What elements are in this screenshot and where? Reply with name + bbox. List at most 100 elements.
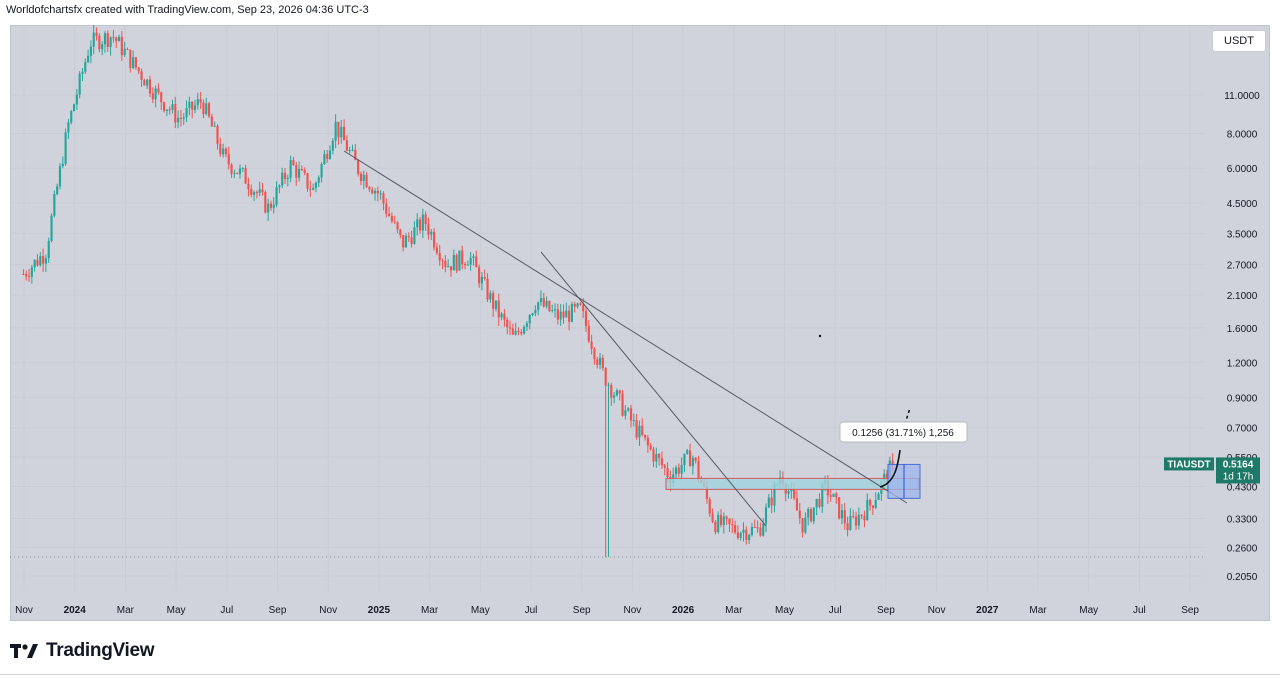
candle-body [157, 88, 160, 93]
candle-body [213, 125, 216, 127]
candle-body [852, 515, 855, 517]
candle-body [393, 221, 396, 223]
x-tick-label: May [775, 605, 794, 616]
candle-body [117, 36, 121, 42]
candle-body [750, 527, 754, 535]
y-tick-label: 2.7000 [1227, 261, 1258, 272]
candle-body [722, 516, 725, 526]
candle-body [81, 71, 84, 74]
candle-body [219, 143, 222, 155]
candle-body [494, 300, 498, 309]
candle-body [480, 276, 483, 284]
candle-body [151, 93, 154, 100]
candle-body [531, 313, 534, 315]
candle-body [666, 467, 669, 478]
x-tick-label: 2025 [368, 605, 391, 616]
x-tick-label: Sep [877, 605, 895, 616]
candle-body [47, 240, 50, 259]
candle-body [463, 264, 467, 266]
candle-body [452, 255, 455, 271]
candle-body [123, 48, 126, 56]
candle-body [354, 149, 357, 161]
candle-body [236, 172, 239, 174]
candle-body [298, 169, 301, 178]
candle-body [36, 259, 39, 266]
symbol-tag-name-bg [1164, 457, 1214, 471]
price-chart[interactable]: 11.0000 8.0000 6.0000 4.5000 3.5000 2.7000 2.1… [10, 25, 1270, 621]
x-tick-label: Mar [421, 605, 439, 616]
candle-body [162, 102, 166, 111]
stray-dot [818, 334, 822, 338]
candle-body [857, 514, 860, 526]
x-tick-label: Nov [928, 605, 946, 616]
candle-body [545, 300, 548, 307]
candle-body [278, 185, 281, 188]
candle-body [455, 255, 458, 271]
candle-body [39, 256, 42, 266]
projection-dash [902, 407, 911, 431]
x-tick-label: 2024 [64, 605, 87, 616]
candle-body [267, 203, 270, 213]
candle-body [64, 132, 67, 164]
candle-body [255, 192, 258, 194]
candle-body [72, 104, 76, 112]
y-tick-label: 4.5000 [1227, 199, 1258, 210]
candle-body [272, 204, 275, 209]
candle-body [587, 326, 590, 342]
x-tick-label: Sep [1181, 605, 1199, 616]
candle-body [840, 510, 844, 519]
candle-body [182, 117, 185, 119]
price-tag-value: 0.5164 [1223, 459, 1254, 470]
trendline-long[interactable] [343, 150, 908, 504]
candle-body [767, 497, 770, 508]
measure-label-box [839, 421, 968, 443]
candle-body [438, 253, 441, 261]
candle-body [570, 303, 573, 322]
candle-body [292, 160, 295, 166]
candle-body [404, 235, 408, 248]
y-tick-label: 0.2050 [1227, 572, 1258, 583]
candle-body [717, 515, 720, 533]
candle-body [812, 507, 815, 522]
candle-body [854, 516, 858, 526]
candle-body [50, 215, 53, 241]
candle-body [410, 237, 413, 244]
support-zone[interactable] [665, 477, 920, 490]
candle-body [846, 523, 849, 531]
candle-body [303, 170, 306, 174]
candle-body [573, 303, 576, 307]
y-tick-label: 1.6000 [1227, 324, 1258, 335]
candle-body [44, 258, 47, 264]
candle-body [199, 99, 202, 103]
candle-body [75, 94, 78, 105]
candle-body [883, 473, 886, 482]
tradingview-logo[interactable]: TradingView [10, 640, 155, 662]
candle-body [365, 174, 368, 188]
candle-body [829, 495, 832, 497]
candle-body [714, 521, 717, 533]
currency-button[interactable]: USDT [1212, 30, 1266, 52]
x-tick-label: Jul [220, 605, 233, 616]
trendline-steep[interactable] [540, 251, 767, 527]
candle-body [537, 302, 540, 311]
candle-body [635, 420, 638, 438]
candle-body [458, 250, 461, 271]
candle-body [84, 62, 87, 72]
candle-body [655, 454, 658, 462]
candle-body [143, 79, 146, 86]
candle-body [416, 219, 419, 228]
candle-body [224, 148, 228, 155]
candle-body [148, 79, 152, 94]
candle-body [283, 172, 287, 180]
candle-body [98, 35, 101, 50]
chart-pane[interactable] [10, 25, 1270, 621]
candle-body [362, 174, 365, 182]
candle-body [562, 311, 565, 318]
price-tag-countdown: 1d 17h [1223, 471, 1254, 482]
candle-body [56, 186, 59, 195]
candle-body [624, 410, 627, 416]
candle-body [725, 516, 728, 519]
candle-body [762, 523, 765, 536]
candle-body [469, 257, 472, 265]
candle-body [835, 493, 838, 498]
